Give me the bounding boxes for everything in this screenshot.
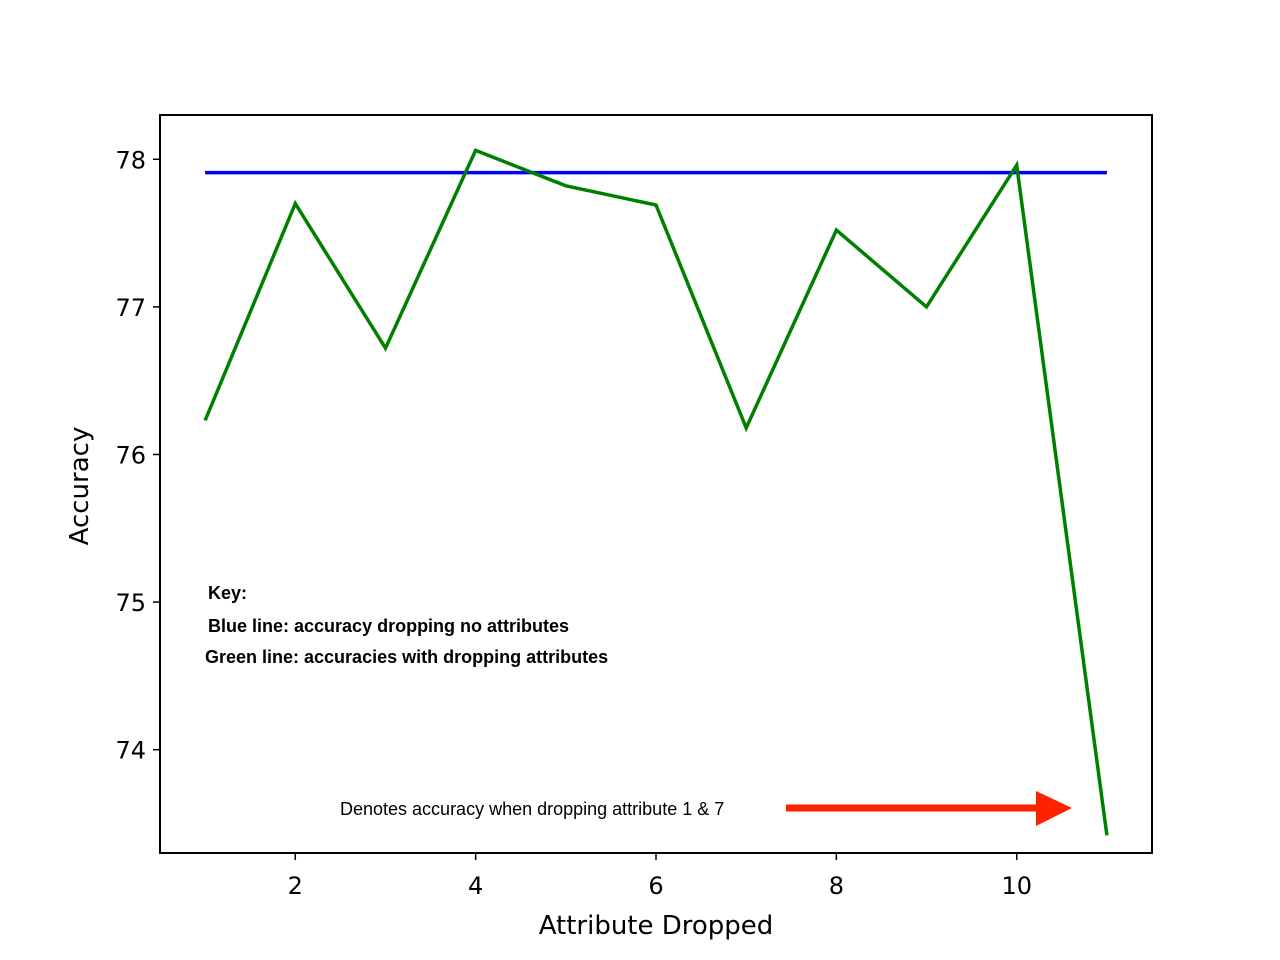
x-tick-label: 8 — [829, 872, 844, 900]
y-tick-label: 77 — [115, 294, 146, 322]
series-layer — [203, 148, 1109, 836]
x-tick-label: 6 — [648, 872, 663, 900]
dropped-attribute-accuracy-line — [203, 148, 1109, 836]
x-axis-label: Attribute Dropped — [539, 911, 774, 941]
y-axis-ticks: 74 75 76 77 78 — [115, 146, 160, 765]
x-axis-ticks: 2 4 6 8 10 — [288, 853, 1032, 900]
arrow-head — [1036, 791, 1072, 826]
x-tick-label: 4 — [468, 872, 483, 900]
arrow-annotation-text: Denotes accuracy when dropping attribute… — [340, 799, 724, 819]
plot-frame — [159, 114, 1153, 854]
key-green-line: Green line: accuracies with dropping att… — [205, 647, 608, 667]
key-title: Key: — [208, 583, 247, 603]
x-tick-label: 2 — [288, 872, 303, 900]
y-tick-label: 78 — [115, 146, 146, 174]
y-axis-label: Accuracy — [65, 427, 95, 546]
key-blue-line: Blue line: accuracy dropping no attribut… — [208, 616, 569, 636]
x-tick-label: 10 — [1001, 872, 1032, 900]
arrow-annotation — [786, 791, 1072, 826]
y-tick-label: 76 — [115, 441, 146, 469]
y-tick-label: 75 — [115, 589, 146, 617]
y-tick-label: 74 — [115, 737, 146, 765]
